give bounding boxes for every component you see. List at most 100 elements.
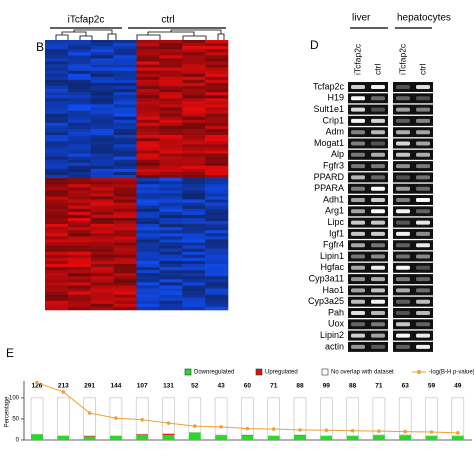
heat-cell [159, 217, 183, 222]
heat-cell [67, 46, 92, 50]
heat-cell [182, 303, 206, 308]
heat-cell [90, 159, 114, 164]
heat-cell [136, 276, 160, 280]
heat-cell [182, 294, 206, 299]
heat-cell [67, 236, 92, 240]
gel-box [348, 341, 388, 352]
bar-segment [451, 435, 464, 440]
heat-cell [136, 113, 160, 118]
gene-label: Cyp3a25 [308, 296, 344, 306]
gel-box [348, 172, 388, 183]
heat-cell [90, 113, 114, 118]
band [371, 311, 385, 315]
gel-box [393, 341, 433, 352]
heat-cell [113, 233, 137, 237]
heat-cell [45, 205, 69, 210]
heat-cell [113, 144, 137, 148]
heat-cell [182, 248, 206, 253]
heat-cell [136, 267, 160, 271]
heat-cell [90, 89, 114, 93]
heat-cell [159, 79, 183, 84]
heat-cell [205, 187, 229, 191]
count-label: 99 [323, 383, 331, 390]
heat-cell [45, 49, 69, 53]
heat-cell [90, 227, 114, 231]
heat-cell [113, 86, 137, 90]
panel-label: E [6, 346, 14, 360]
heat-cell [90, 49, 114, 53]
band [371, 322, 385, 327]
heat-cell [45, 181, 69, 185]
heat-cell [182, 282, 206, 286]
heat-cell [159, 196, 183, 200]
gel-box [348, 274, 388, 285]
heat-cell [90, 224, 114, 228]
heat-cell [90, 230, 114, 234]
gel-box [393, 285, 433, 296]
band [396, 209, 410, 214]
heat-cell [45, 46, 69, 50]
heat-cell [159, 165, 183, 170]
heat-cell [205, 263, 229, 268]
gene-label: Sult1e1 [313, 104, 344, 114]
heat-cell [67, 288, 92, 292]
heat-cell [67, 248, 92, 253]
heat-cell [136, 187, 160, 191]
heat-cell [136, 224, 160, 228]
heat-cell [90, 101, 114, 105]
heat-cell [205, 132, 229, 136]
heat-cell [90, 184, 114, 188]
band [396, 198, 410, 202]
heat-cell [67, 119, 92, 124]
heat-cell [136, 257, 160, 262]
bar-segment [293, 397, 307, 436]
heat-cell [90, 76, 114, 81]
heat-cell [182, 95, 206, 99]
heat-cell [90, 251, 114, 256]
band [371, 265, 385, 270]
gel-box [348, 104, 388, 115]
heat-cell [113, 162, 137, 167]
heat-cell [45, 43, 69, 47]
heat-cell [205, 285, 229, 289]
heat-cell [113, 119, 137, 124]
heat-cell [182, 306, 206, 311]
heat-cell [182, 79, 206, 84]
heat-cell [136, 285, 160, 289]
heat-cell [45, 270, 69, 274]
gel-box [348, 285, 388, 296]
band [371, 96, 385, 101]
heat-cell [90, 156, 114, 160]
gel-box [348, 251, 388, 262]
p-value-dot [61, 390, 66, 394]
heat-cell [159, 147, 183, 151]
heat-cell [182, 159, 206, 164]
heat-cell [67, 122, 92, 127]
band [396, 333, 410, 338]
gene-label: Lipin1 [320, 251, 344, 261]
heat-cell [159, 132, 183, 136]
heat-cell [136, 291, 160, 295]
bar-segment [162, 433, 175, 435]
heat-cell [67, 162, 92, 167]
heat-cell [67, 70, 92, 75]
heat-cell [159, 175, 183, 179]
heat-cell [67, 135, 92, 139]
heat-cell [67, 208, 92, 213]
heat-cell [45, 214, 69, 219]
heat-cell [113, 285, 137, 289]
heat-cell [45, 70, 69, 75]
bar-segment [162, 434, 175, 440]
heat-cell [45, 294, 69, 299]
band [396, 186, 410, 191]
heat-cell [159, 193, 183, 197]
bar-segment [425, 435, 438, 440]
heat-cell [67, 79, 92, 84]
heat-cell [205, 190, 229, 194]
heat-cell [182, 110, 206, 114]
heat-cell [159, 104, 183, 108]
heat-cell [159, 92, 183, 96]
heat-cell [90, 122, 114, 127]
heat-cell [67, 260, 92, 265]
heat-cell [182, 288, 206, 292]
